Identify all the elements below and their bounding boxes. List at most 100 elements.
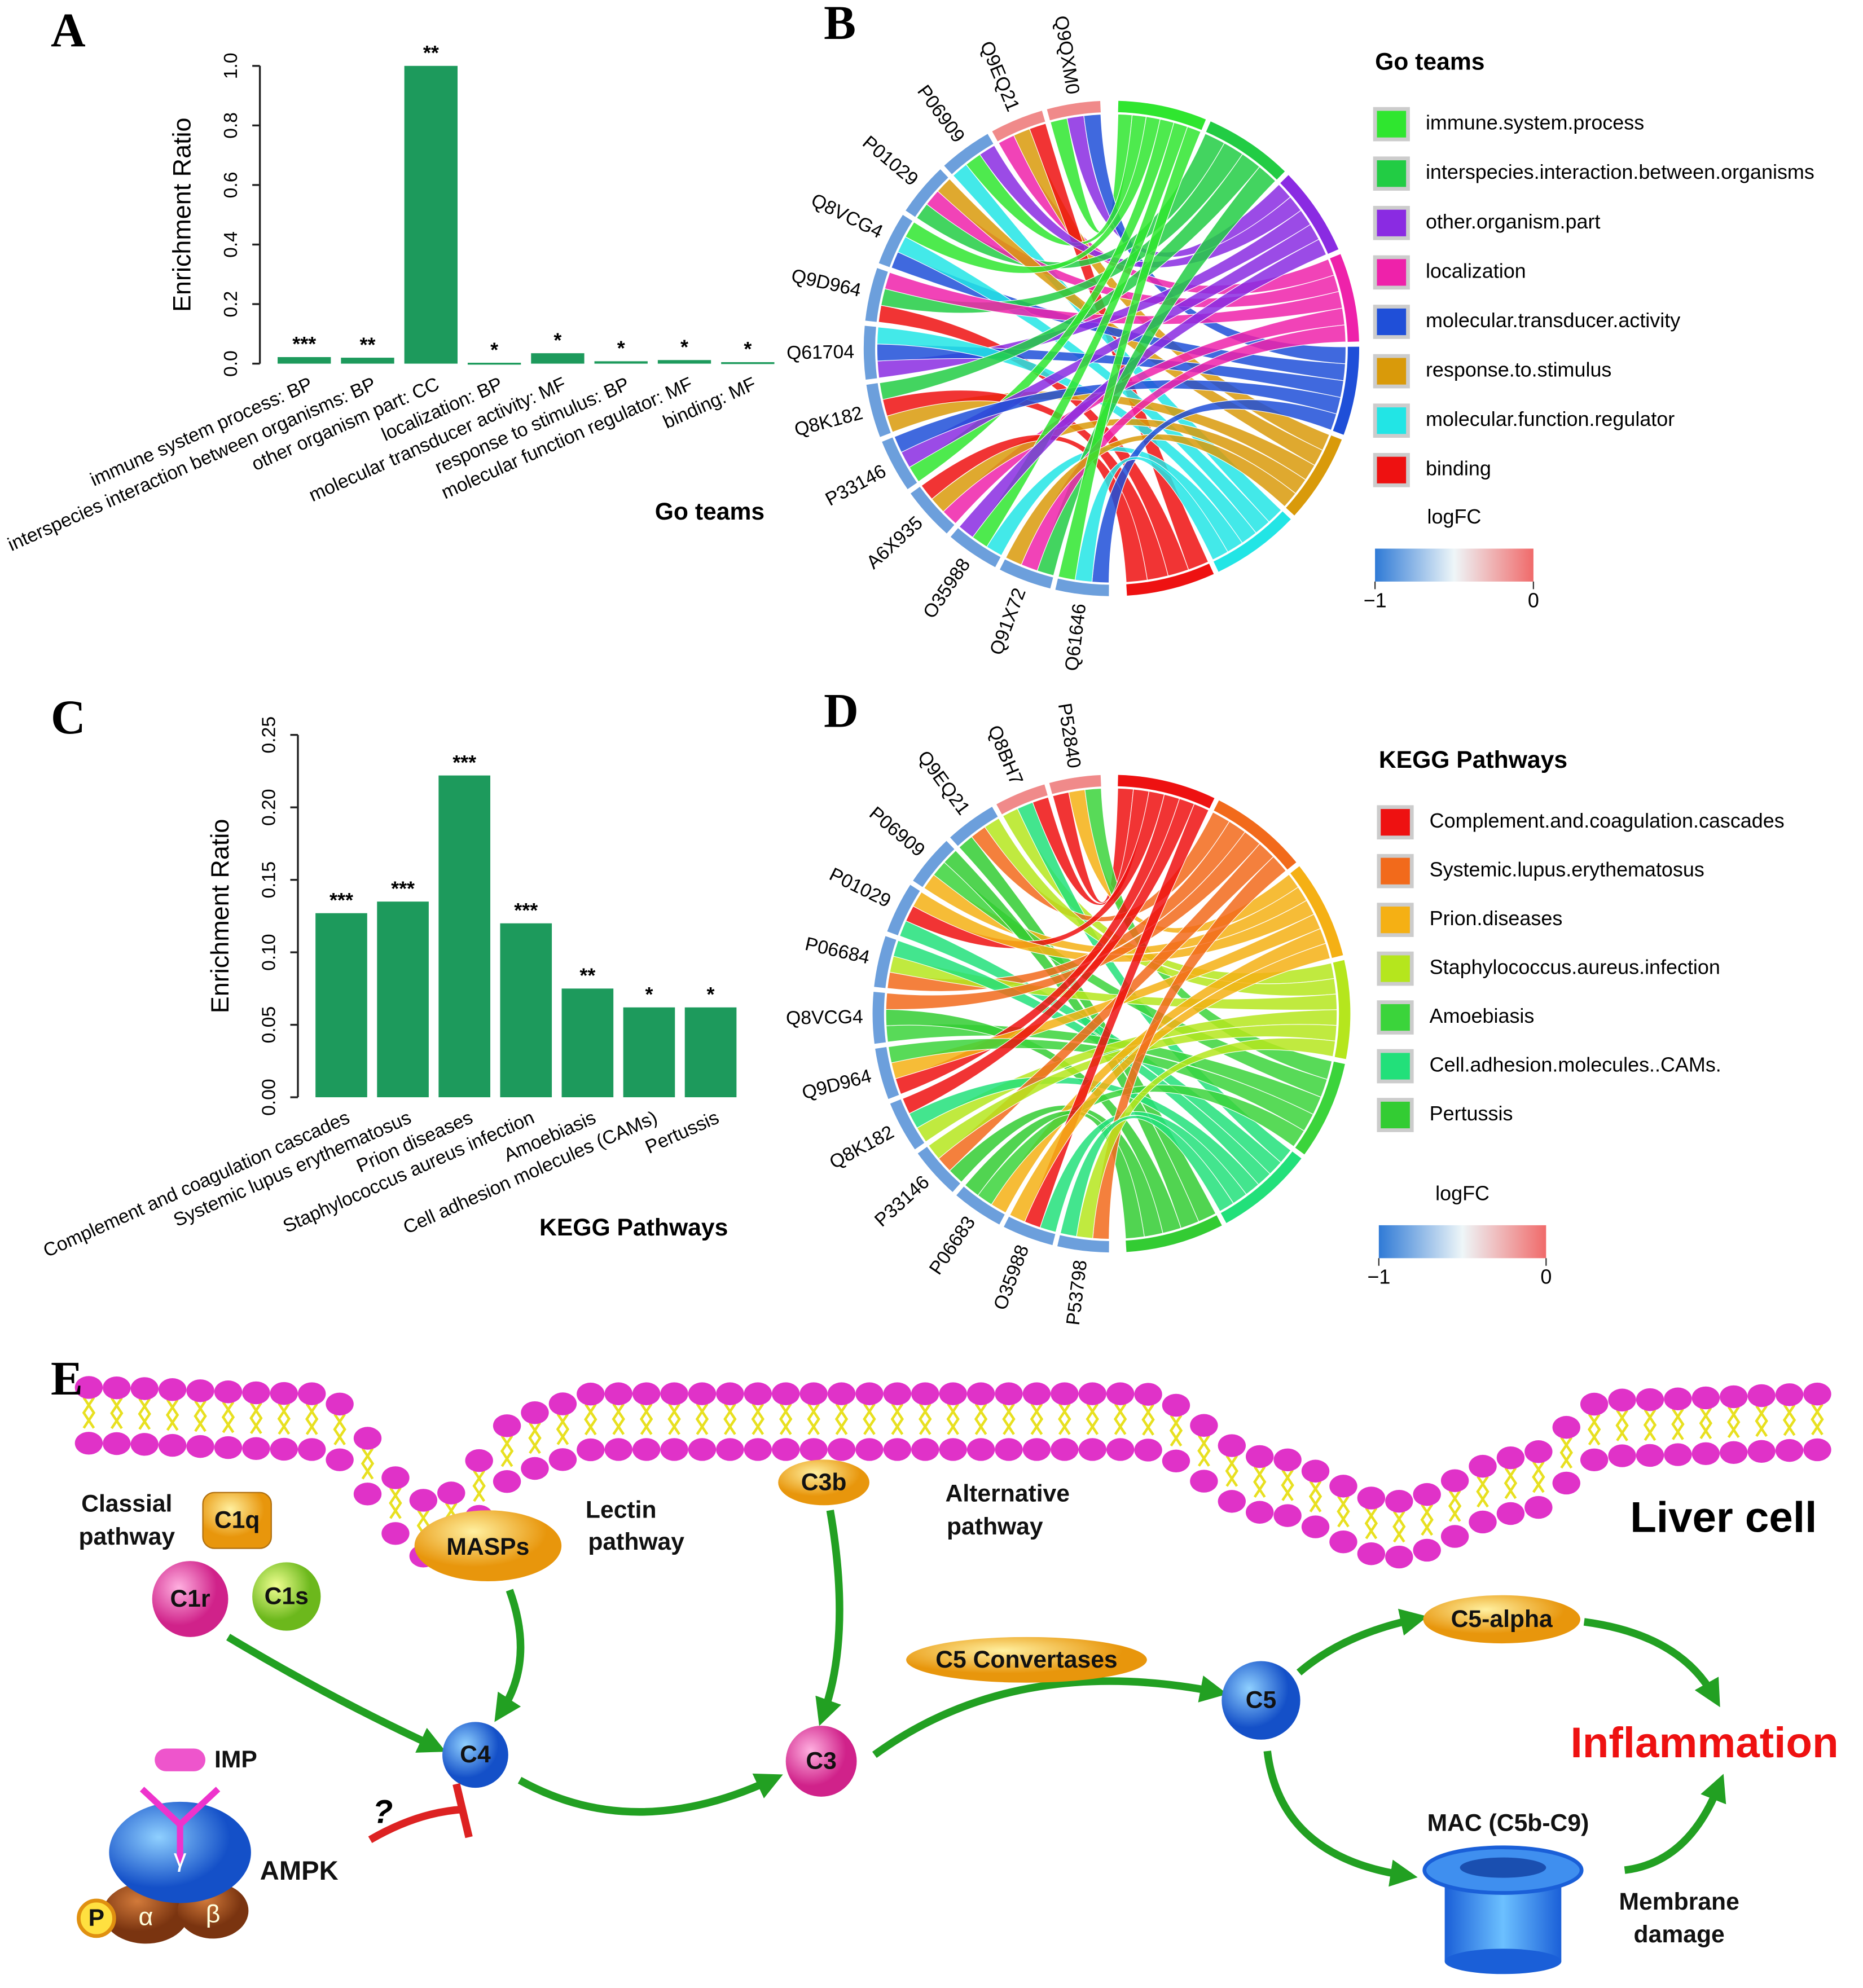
legend-label: Cell.adhesion.molecules..CAMs. (1430, 1053, 1721, 1076)
arc (874, 936, 897, 988)
charts: A 0.0 0.2 0.4 0.6 0.8 1.0 Enrichment Ratio Go te… (5, 0, 1814, 1326)
arrow (1263, 1751, 1418, 1887)
bar (684, 1007, 737, 1098)
node-label: A6X935 (863, 512, 927, 573)
arc (1057, 1235, 1109, 1253)
arc (917, 1146, 960, 1193)
y-tick-label: 0.4 (221, 231, 241, 258)
y-tick-label: 0.10 (258, 934, 279, 971)
legend-swatch (1377, 903, 1414, 937)
lipid-head (1496, 1446, 1525, 1470)
node-label: P06909 (913, 81, 968, 147)
bar (500, 923, 552, 1098)
arc (1286, 435, 1342, 516)
lipid-tail (1113, 1403, 1127, 1435)
lipid-head (437, 1481, 465, 1505)
lipid-tail (1504, 1467, 1518, 1499)
lipid-tail (723, 1403, 737, 1435)
bar (438, 775, 491, 1098)
arc (1126, 564, 1214, 596)
c5-alpha-shape (1423, 1595, 1580, 1644)
lipid-head (911, 1438, 939, 1461)
bar (623, 1007, 675, 1098)
lipid-head (995, 1382, 1023, 1405)
lipid-head (966, 1438, 995, 1461)
lipid-head (1664, 1387, 1692, 1410)
node-label: P01029 (858, 132, 922, 190)
lipid-head (1385, 1545, 1413, 1569)
ribbon (964, 1110, 1145, 1239)
legend-swatch (1373, 205, 1410, 240)
significance: * (553, 328, 561, 351)
legend-label: binding (1426, 457, 1491, 480)
bar (315, 913, 367, 1098)
arc (1295, 1061, 1345, 1155)
lipid-head (1413, 1538, 1441, 1562)
arc (913, 841, 955, 887)
panel-letter: C (51, 691, 86, 744)
lipid-head (1636, 1388, 1664, 1411)
label: Alternative (946, 1480, 1070, 1507)
lipid-head (688, 1438, 717, 1461)
lipid-tail (1392, 1510, 1406, 1543)
c3b-shape (778, 1459, 869, 1506)
c1q-shape (202, 1492, 272, 1549)
legend-label: localization (1426, 259, 1526, 282)
node-label: P06909 (865, 803, 929, 861)
lipid-head (158, 1433, 187, 1457)
lipid-tail (695, 1403, 709, 1435)
y-tick-label: 0.25 (258, 716, 279, 754)
node-label: O35988 (990, 1242, 1034, 1313)
legend-label: Amoebiasis (1430, 1004, 1535, 1027)
lipid-head (214, 1380, 243, 1404)
lipid-head (1329, 1475, 1357, 1498)
lipid-head (632, 1382, 661, 1405)
lipid-head (1357, 1542, 1386, 1565)
y-axis-label: Enrichment Ratio (168, 117, 196, 311)
lipid-tail (890, 1403, 904, 1435)
y-tick-label: 1.0 (221, 52, 241, 79)
lipid-head (1552, 1471, 1580, 1495)
lipid-head (353, 1483, 382, 1506)
lipid-head (660, 1438, 688, 1461)
arrow (1624, 1774, 1726, 1874)
lipid-head (577, 1382, 605, 1406)
lipid-tail (138, 1398, 151, 1430)
label: ? (373, 1794, 393, 1831)
significance: *** (452, 751, 476, 774)
y-tick-label: 0.0 (221, 350, 241, 377)
significance: * (490, 338, 498, 361)
label: C1r (170, 1585, 210, 1612)
c3-shape (785, 1726, 857, 1797)
lipid-head (493, 1414, 521, 1437)
significance: ** (360, 333, 376, 356)
arc (1220, 1151, 1302, 1224)
lipid-head (1106, 1382, 1135, 1405)
lipid-tail (1755, 1405, 1768, 1437)
mac-complex (1422, 1845, 1584, 1974)
bar (594, 361, 648, 364)
lipid-tail (1030, 1403, 1044, 1435)
label: pathway (588, 1528, 684, 1555)
arc (872, 992, 886, 1044)
lipid-tail (779, 1403, 793, 1435)
label: C1s (265, 1582, 309, 1609)
y-tick-label: 0.20 (258, 789, 279, 826)
c1s-shape (252, 1562, 321, 1631)
ribbon (1076, 1037, 1336, 1239)
ribbon (1092, 856, 1287, 1240)
lipid-tail (1058, 1403, 1071, 1435)
lipid-head (548, 1392, 577, 1415)
arc (1118, 100, 1206, 130)
lipid-head (1524, 1440, 1553, 1463)
lipid-head (1469, 1454, 1497, 1478)
arc (1000, 559, 1053, 589)
arc (992, 111, 1045, 142)
lipid-head (660, 1382, 688, 1405)
lipid-head (521, 1401, 549, 1424)
label: pathway (947, 1513, 1043, 1540)
lipid-tail (1615, 1409, 1629, 1441)
lipid-head (772, 1438, 800, 1461)
receptor (139, 1787, 221, 1863)
x-axis-label: Go teams (655, 498, 764, 525)
